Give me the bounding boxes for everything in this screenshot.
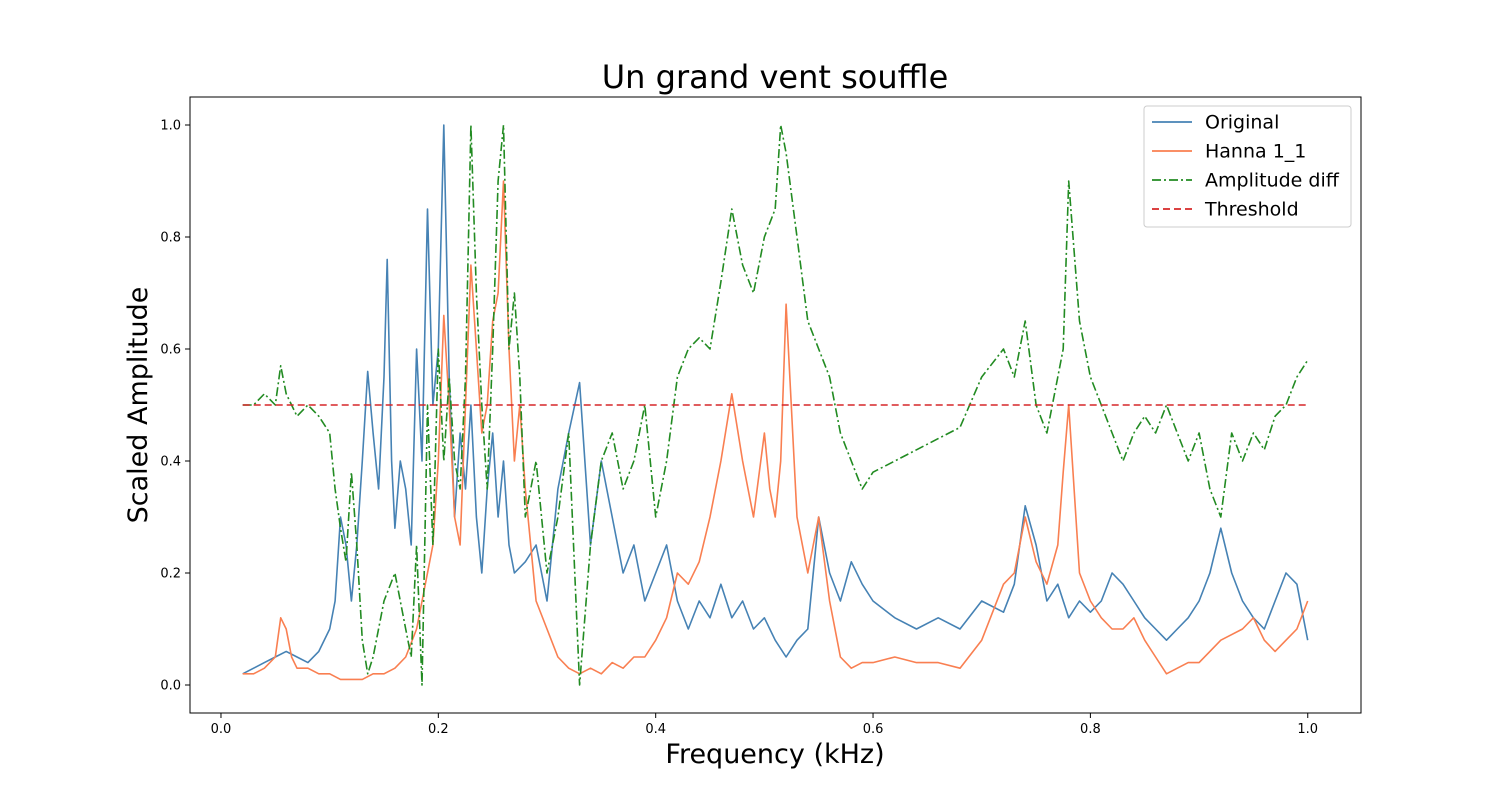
plot-area bbox=[189, 96, 1362, 714]
y-tick-label: 0.2 bbox=[160, 567, 181, 582]
x-axis-title: Frequency (kHz) bbox=[665, 739, 884, 770]
y-tick-label: 1.0 bbox=[160, 119, 181, 134]
x-tick-label: 0.4 bbox=[645, 722, 666, 737]
plot-frame bbox=[189, 96, 1362, 714]
series-line-2 bbox=[242, 180, 1309, 681]
y-tick-label: 0.0 bbox=[160, 679, 181, 694]
x-tick-label: 0.8 bbox=[1080, 722, 1101, 737]
y-tick-label: 0.8 bbox=[160, 231, 181, 246]
legend: Original Hanna 1_1 Amplitude diff Threshold bbox=[1143, 105, 1352, 228]
y-axis-ticks: 0.0 0.2 0.4 0.6 0.8 1.0 bbox=[160, 119, 190, 694]
y-axis-title: Scaled Amplitude bbox=[123, 287, 154, 524]
legend-label-1: Original bbox=[1205, 112, 1279, 134]
y-tick-label: 0.6 bbox=[160, 343, 181, 358]
legend-label-3: Amplitude diff bbox=[1205, 170, 1340, 192]
x-tick-label: 0.0 bbox=[211, 722, 232, 737]
x-tick-label: 1.0 bbox=[1297, 722, 1318, 737]
x-tick-label: 0.6 bbox=[863, 722, 884, 737]
legend-box bbox=[1143, 105, 1352, 228]
series-line-3 bbox=[242, 124, 1309, 686]
y-tick-label: 0.4 bbox=[160, 455, 181, 470]
legend-label-2: Hanna 1_1 bbox=[1205, 141, 1306, 163]
series-line-1 bbox=[242, 124, 1309, 675]
x-axis-ticks: 0.0 0.2 0.4 0.6 0.8 1.0 bbox=[211, 713, 1318, 737]
x-tick-label: 0.2 bbox=[428, 722, 449, 737]
series-layer bbox=[242, 124, 1309, 686]
chart-title: Un grand vent souffle bbox=[602, 58, 949, 96]
legend-label-4: Threshold bbox=[1204, 199, 1299, 221]
